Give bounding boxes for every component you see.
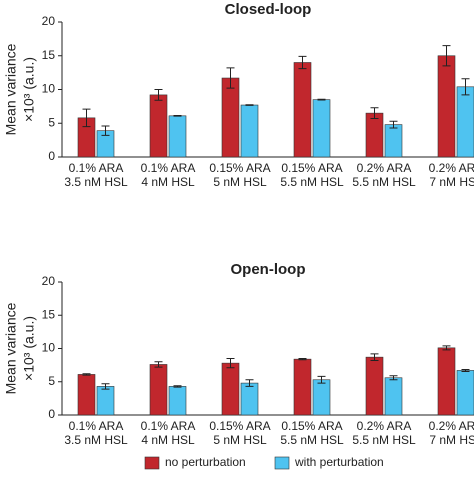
bar [168,115,187,158]
y-tick-label: 20 [42,274,56,288]
x-tick-label: 3.5 nM HSL [64,433,128,447]
error-bar [173,385,182,388]
bar [240,104,259,158]
bar [168,386,187,416]
y-tick-label: 10 [42,82,56,96]
y-tick-label: 20 [42,14,56,28]
y-tick-label: 0 [48,407,55,421]
bar [149,94,168,158]
chart-title: Open-loop [231,261,306,278]
error-bar [389,120,398,129]
x-tick-label: 0.15% ARA [281,161,342,175]
y-tick-label: 5 [48,115,55,129]
error-bar [298,357,307,361]
x-tick-label: 3.5 nM HSL [64,175,128,189]
error-bar [317,375,326,384]
x-tick-label: 0.2% ARA [357,419,412,433]
x-tick-label: 5.5 nM HSL [352,175,416,189]
bar [312,99,331,158]
y-axis-label: Mean variance [3,302,19,394]
error-bar [461,368,470,372]
y-tick-label: 15 [42,307,56,321]
error-bar [154,89,163,101]
bar [221,77,240,158]
bar [365,112,384,158]
y-tick-label: 10 [42,341,56,355]
error-bar [82,108,91,128]
y-tick-label: 0 [48,149,55,163]
bar [437,347,456,416]
error-bar [389,375,398,381]
error-bar [370,353,379,361]
x-tick-label: 0.2% ARA [357,161,412,175]
x-tick-label: 5 nM HSL [213,433,267,447]
bar [149,364,168,416]
error-bar [101,125,110,136]
y-axis-label: Mean variance [3,43,19,135]
x-tick-label: 0.1% ARA [141,161,196,175]
x-tick-label: 5.5 nM HSL [352,433,416,447]
x-tick-label: 4 nM HSL [141,175,195,189]
x-tick-label: 0.1% ARA [141,419,196,433]
x-tick-label: 0.1% ARA [69,419,124,433]
x-tick-label: 5.5 nM HSL [280,175,344,189]
x-tick-label: 7 nM HSL [429,433,474,447]
bar [365,356,384,416]
bar [77,374,96,416]
error-bar [154,361,163,368]
x-tick-label: 0.2% ARA [429,419,474,433]
x-tick-label: 0.15% ARA [209,419,270,433]
x-tick-label: 0.2% ARA [429,161,474,175]
x-tick-label: 0.15% ARA [209,161,270,175]
bar [96,386,115,416]
legend-swatch [144,456,160,470]
x-tick-label: 4 nM HSL [141,433,195,447]
bar [240,382,259,416]
x-tick-label: 5.5 nM HSL [280,433,344,447]
x-tick-label: 0.15% ARA [281,419,342,433]
y-tick-label: 5 [48,374,55,388]
y-tick-label: 15 [42,48,56,62]
y-axis-label: ×10³ (a.u.) [21,57,37,122]
x-tick-label: 0.1% ARA [69,161,124,175]
error-bar [245,104,254,106]
bar [384,377,403,416]
error-bar [298,55,307,70]
error-bar [370,107,379,120]
error-bar [245,379,254,387]
chart-title: Closed-loop [225,1,312,18]
bar [293,358,312,416]
error-bar [82,373,91,376]
x-tick-label: 5 nM HSL [213,175,267,189]
error-bar [101,383,110,390]
bar [456,86,474,158]
error-bar [461,78,470,96]
x-tick-label: 7 nM HSL [429,175,474,189]
bar [221,362,240,416]
error-bar [226,357,235,369]
error-bar [173,114,182,117]
error-bar [442,345,451,351]
error-bar [317,98,326,101]
error-bar [442,45,451,67]
bar [437,55,456,158]
legend-label: no perturbation [165,455,246,469]
legend-swatch [274,456,290,470]
bar [384,124,403,158]
y-axis-label: ×10³ (a.u.) [21,316,37,381]
bar [293,62,312,158]
bar [312,379,331,416]
bar [456,370,474,416]
error-bar [226,67,235,89]
legend-label: with perturbation [294,455,384,469]
